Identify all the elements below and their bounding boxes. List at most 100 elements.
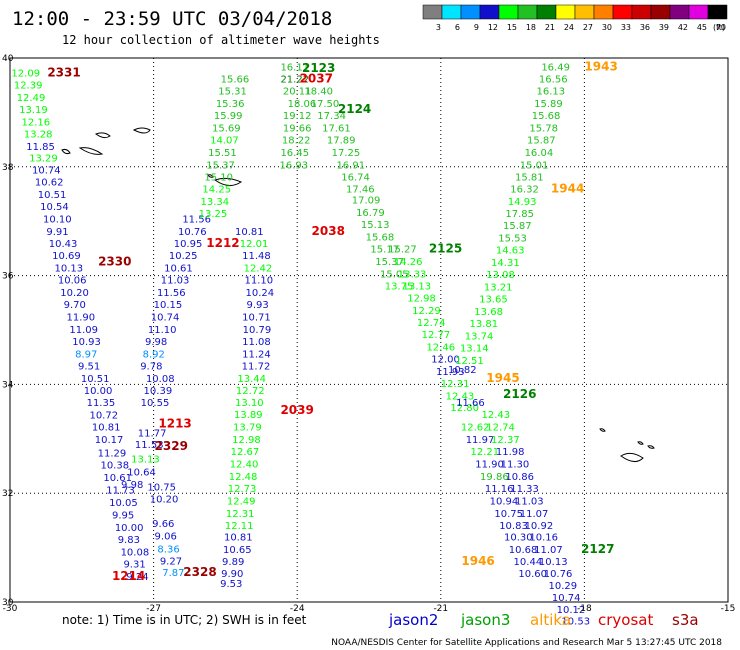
wave-height-value: 16.56 bbox=[539, 75, 568, 86]
y-tick-label: 30 bbox=[2, 598, 14, 608]
wave-height-value: 12.67 bbox=[231, 447, 260, 458]
wave-height-value: 11.56 bbox=[157, 288, 186, 299]
wave-height-value: 10.95 bbox=[174, 239, 203, 250]
wave-height-value: 16.32 bbox=[510, 185, 539, 196]
wave-height-value: 10.75 bbox=[147, 483, 176, 494]
wave-height-value: 13.21 bbox=[484, 282, 513, 293]
wave-height-value: 10.79 bbox=[243, 325, 272, 336]
wave-height-value: 10.94 bbox=[490, 496, 519, 507]
pass-time-labels: 2331 2330 2329 2328 1214 1213 1212 2038 2039 2037… bbox=[47, 60, 617, 583]
wave-height-value: 9.70 bbox=[64, 300, 86, 311]
wave-height-value: 10.72 bbox=[89, 410, 118, 421]
wave-height-value: 16.45 bbox=[280, 148, 309, 159]
wave-height-value: 15.13 bbox=[361, 220, 390, 231]
legend-swatch bbox=[441, 4, 462, 20]
wave-height-value: 10.65 bbox=[223, 545, 252, 556]
wave-height-value: 12.43 bbox=[446, 391, 475, 402]
wave-height-value: 11.30 bbox=[501, 459, 530, 470]
wave-height-value: 13.81 bbox=[470, 319, 499, 330]
wave-height-value: 15.31 bbox=[218, 87, 247, 98]
wave-height-value: 10.08 bbox=[146, 374, 175, 385]
wave-height-value: 19.66 bbox=[283, 124, 312, 135]
wave-height-value: 15.69 bbox=[212, 124, 241, 135]
legend-label: 12 bbox=[488, 23, 498, 32]
legend-swatch bbox=[612, 4, 633, 20]
wave-height-value: 15.37 bbox=[206, 161, 235, 172]
wave-height-value: 15.78 bbox=[529, 124, 558, 135]
wave-height-value: 13.13 bbox=[403, 281, 432, 292]
wave-height-value: 13.28 bbox=[24, 130, 53, 141]
legend-label: 42 bbox=[678, 23, 688, 32]
wave-height-value: 11.93 bbox=[436, 367, 465, 378]
pass-time-label: 2124 bbox=[338, 102, 371, 116]
wave-height-value: 13.44 bbox=[237, 374, 266, 385]
legend-label: 6 bbox=[455, 23, 460, 32]
legend-unit: (ft) bbox=[713, 23, 725, 32]
wave-height-value: 10.82 bbox=[448, 365, 477, 376]
wave-height-value: 15.87 bbox=[503, 221, 532, 232]
wave-height-value: 10.13 bbox=[539, 557, 568, 568]
footnote: note: 1) Time is in UTC; 2) SWH is in fe… bbox=[62, 613, 307, 627]
wave-height-value: 11.07 bbox=[534, 545, 563, 556]
island-outline bbox=[647, 445, 655, 449]
wave-height-value: 10.60 bbox=[518, 569, 547, 580]
y-tick-label: 38 bbox=[2, 163, 14, 173]
wave-height-value: 10.62 bbox=[35, 177, 64, 188]
wave-height-value: 10.53 bbox=[561, 616, 590, 627]
satellite-label: jason3 bbox=[460, 611, 510, 629]
wave-height-value: 12.43 bbox=[481, 410, 510, 421]
legend-label: 36 bbox=[640, 23, 650, 32]
island-outline bbox=[599, 428, 606, 432]
pass-time-label: 2330 bbox=[98, 254, 131, 268]
satellite-label: s3a bbox=[672, 611, 699, 629]
pass-time-label: 2331 bbox=[47, 66, 80, 80]
wave-height-value: 11.35 bbox=[87, 398, 116, 409]
legend-swatch bbox=[555, 4, 576, 20]
legend-label: 33 bbox=[621, 23, 631, 32]
wave-height-value: 11.24 bbox=[242, 349, 271, 360]
wave-height-value: 9.91 bbox=[46, 227, 68, 238]
wave-height-value: 11.72 bbox=[242, 361, 271, 372]
wave-height-value: 15.01 bbox=[520, 161, 549, 172]
wave-height-value: 11.90 bbox=[475, 459, 504, 470]
wave-height-values: 12.0912.3912.4913.1912.1613.2811.8513.29… bbox=[11, 63, 590, 628]
wave-height-value: 12.48 bbox=[229, 472, 258, 483]
wave-height-value: 9.98 bbox=[145, 337, 167, 348]
wave-height-value: 13.14 bbox=[460, 343, 489, 354]
pass-time-label: 1945 bbox=[486, 371, 519, 385]
wave-height-value: 10.44 bbox=[514, 557, 543, 568]
y-tick-label: 32 bbox=[2, 489, 13, 499]
wave-height-value: 10.00 bbox=[115, 523, 144, 534]
legend-swatch bbox=[669, 4, 690, 20]
wave-height-value: 10.76 bbox=[178, 227, 207, 238]
wave-height-value: 10.20 bbox=[60, 288, 89, 299]
legend-swatch bbox=[536, 4, 557, 20]
wave-height-value: 9.93 bbox=[246, 300, 268, 311]
pass-time-label: 2125 bbox=[429, 241, 462, 255]
island-outline bbox=[132, 127, 151, 134]
pass-time-label: 1944 bbox=[551, 182, 584, 196]
wave-height-value: 15.10 bbox=[204, 173, 233, 184]
wave-height-value: 11.08 bbox=[242, 337, 271, 348]
wave-height-value: 10.75 bbox=[494, 509, 523, 520]
wave-height-value: 17.89 bbox=[327, 136, 356, 147]
y-tick-label: 40 bbox=[2, 54, 14, 64]
wave-height-value: 17.25 bbox=[332, 148, 361, 159]
y-tick-label: 36 bbox=[2, 272, 14, 282]
x-tick-label: -24 bbox=[290, 604, 305, 614]
x-tick-label: -21 bbox=[433, 604, 448, 614]
wave-height-value: 11.03 bbox=[515, 496, 544, 507]
wave-height-value: 11.07 bbox=[520, 509, 549, 520]
wave-height-value: 17.61 bbox=[322, 124, 351, 135]
wave-height-value: 10.76 bbox=[544, 569, 573, 580]
legend-swatch bbox=[707, 4, 728, 20]
wave-height-value: 10.05 bbox=[109, 498, 138, 509]
island-outline bbox=[213, 177, 243, 186]
x-tick-label: -30 bbox=[3, 604, 18, 614]
pass-time-label: 2126 bbox=[503, 387, 536, 401]
wave-height-value: 11.10 bbox=[245, 275, 274, 286]
wave-height-value: 16.79 bbox=[356, 208, 385, 219]
wave-height-value: 12.16 bbox=[21, 118, 50, 129]
wave-height-value: 13.10 bbox=[235, 398, 264, 409]
